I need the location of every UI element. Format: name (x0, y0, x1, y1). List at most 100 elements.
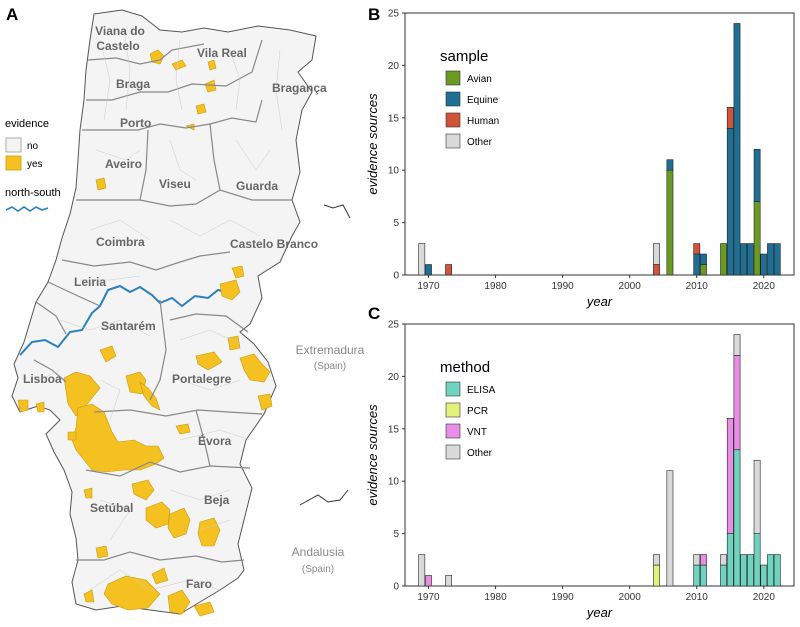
chart-c-y-tick-label: 5 (393, 529, 399, 540)
chart-c-y-tick-label: 20 (388, 372, 400, 383)
chart-c-panel-border (404, 323, 795, 587)
chart-b-bar-equine-2010 (693, 253, 701, 276)
chart-b-y-tick-label: 20 (388, 61, 400, 72)
chart-c-x-tick-label: 2010 (686, 592, 709, 603)
district-label-portalegre: Portalegre (172, 372, 232, 386)
chart-b-sample: 0 5 10 15 20 25 1970 1980 1990 2000 2010 2020 year ev… (365, 9, 795, 309)
chart-c-x-axis-title: year (586, 605, 613, 620)
portugal-map: Viana do Castelo Vila Real Braga Braganç… (11, 9, 365, 617)
chart-b-legend-title: sample (440, 48, 488, 65)
municipal-borders (39, 29, 283, 591)
chart-b-y-tick-label: 5 (393, 218, 399, 229)
chart-b-legend-label-other: Other (467, 137, 493, 148)
chart-b-bar-equine-2016 (733, 23, 741, 276)
neighbour-sub-extremadura: (Spain) (314, 361, 346, 372)
map-legend-swatch-no (5, 137, 22, 153)
chart-c-bar-other-2004 (653, 554, 660, 566)
chart-c-bar-elisa-2016 (733, 449, 741, 587)
chart-c-x-tick-label: 2000 (619, 592, 642, 603)
district-label-faro: Faro (186, 577, 212, 591)
chart-b-panel-border (404, 12, 795, 276)
chart-c-bar-pcr-2004 (653, 564, 660, 587)
chart-b-x-tick-label: 1990 (551, 281, 574, 292)
chart-c-bar-elisa-2020 (760, 564, 768, 587)
district-label-lisboa: Lisboa (23, 372, 62, 386)
map-legend: evidence no yes north-south (5, 118, 61, 212)
chart-b-x-axis-title: year (586, 294, 613, 309)
district-label-guarda: Guarda (236, 179, 278, 193)
chart-c-bar-vnt-2011 (700, 554, 707, 566)
chart-b-x-tick-label: 2010 (686, 281, 709, 292)
chart-b-bar-human-2015 (726, 107, 734, 129)
neighbour-label-andalusia: Andalusia (292, 545, 345, 559)
chart-c-y-tick-label: 15 (388, 424, 400, 435)
chart-b-x-tick-label: 2020 (753, 281, 776, 292)
chart-c-bar-vnt-2015 (726, 418, 734, 534)
chart-c-x-tick-label: 1990 (551, 592, 574, 603)
neighbour-label-extremadura: Extremadura (296, 343, 365, 357)
chart-b-bar-equine-2021 (767, 243, 774, 276)
district-label-vila-real: Vila Real (197, 46, 247, 60)
chart-b-bar-equine-2017 (740, 243, 748, 276)
chart-c-legend-swatch-elisa (445, 381, 461, 397)
chart-c-bar-other-2016 (733, 334, 741, 356)
chart-b-y-tick-label: 15 (388, 113, 400, 124)
chart-b-bar-human-1973 (445, 264, 452, 276)
chart-b-bar-equine-2022 (773, 243, 781, 276)
chart-c-x-tick-label: 2020 (753, 592, 776, 603)
district-label-viana-2: Castelo (96, 39, 139, 53)
district-label-beja: Beja (204, 493, 230, 507)
chart-c-bar-elisa-2010 (693, 564, 701, 587)
chart-b-bar-avian-2011 (700, 264, 707, 276)
district-label-leiria: Leiria (74, 275, 106, 289)
chart-c-bar-elisa-2022 (773, 554, 781, 587)
chart-c-x-tick-label: 1970 (417, 592, 440, 603)
chart-b-bar-equine-2006 (666, 159, 674, 171)
chart-b-bar-avian-2006 (666, 169, 674, 276)
chart-c-legend-swatch-pcr (445, 402, 461, 418)
chart-c-bar-elisa-2018 (747, 554, 754, 587)
chart-b-x-tick-label: 2000 (619, 281, 642, 292)
district-label-viseu: Viseu (159, 177, 191, 191)
chart-b-legend-label-equine: Equine (467, 95, 499, 106)
neighbour-sub-andalusia: (Spain) (302, 564, 334, 575)
chart-b-x-tick-label: 1970 (417, 281, 440, 292)
chart-b-y-tick-label: 25 (388, 9, 400, 20)
chart-b-bar-equine-2020 (760, 253, 768, 276)
chart-c-bar-elisa-2019 (753, 533, 761, 587)
chart-b-bar-equine-2011 (700, 253, 707, 265)
chart-b-legend-swatch-avian (445, 70, 461, 86)
chart-b-legend-swatch-human (445, 112, 461, 128)
chart-c-legend-swatch-other (445, 444, 461, 460)
andalusia-coast-line (299, 489, 349, 506)
chart-c-bar-other-2006 (666, 470, 674, 587)
chart-b-y-tick-label: 10 (388, 166, 400, 177)
chart-c-y-tick-label: 10 (388, 477, 400, 488)
chart-c-legend-label-vnt: VNT (467, 427, 487, 438)
chart-c-legend-label-other: Other (467, 448, 493, 459)
district-label-coimbra: Coimbra (96, 235, 145, 249)
chart-c-bar-elisa-2014 (720, 564, 727, 587)
chart-c-y-tick-label: 0 (393, 582, 399, 593)
chart-c-bar-vnt-1970 (425, 575, 432, 587)
chart-b-legend-swatch-other (445, 133, 461, 149)
map-legend-title: evidence (5, 118, 49, 130)
chart-b-legend-label-avian: Avian (467, 74, 492, 85)
chart-b-bar-human-2010 (693, 243, 701, 255)
chart-c-bar-other-2019 (753, 459, 761, 534)
chart-c-bar-elisa-2017 (740, 554, 748, 587)
chart-c-legend-label-pcr: PCR (467, 406, 488, 417)
chart-c-method: 0 5 10 15 20 25 1970 1980 1990 2000 2010 2020 year ev… (365, 320, 795, 620)
chart-c-legend-label-elisa: ELISA (467, 385, 496, 396)
north-south-line (19, 284, 231, 356)
chart-b-legend-label-human: Human (467, 116, 499, 127)
map-legend-label-no: no (27, 141, 39, 152)
chart-b-bar-other-1969 (418, 243, 426, 276)
district-label-castelo-branco: Castelo Branco (230, 237, 318, 251)
district-label-porto: Porto (120, 116, 151, 130)
chart-c-legend-swatch-vnt (445, 423, 461, 439)
chart-c-x-tick-label: 1980 (484, 592, 507, 603)
chart-b-bar-avian-2014 (720, 243, 727, 276)
chart-b-y-tick-label: 0 (393, 271, 399, 282)
